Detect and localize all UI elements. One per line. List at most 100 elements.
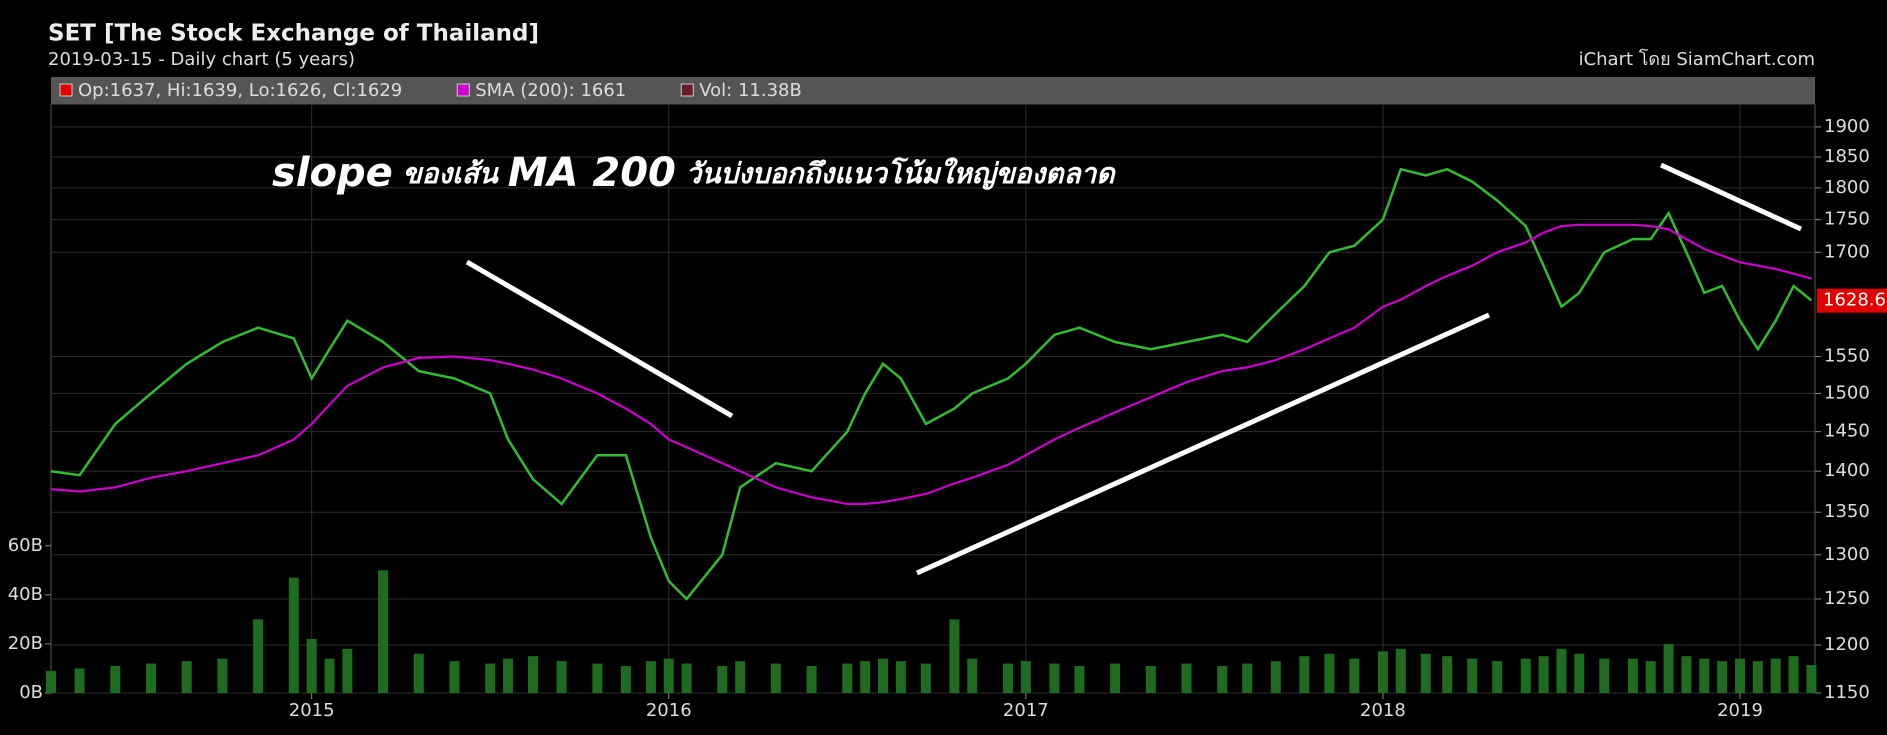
y-tick-label: 1700 — [1824, 241, 1870, 262]
legend-swatch — [59, 83, 73, 97]
y-tick-label: 1900 — [1824, 116, 1870, 137]
volume-bar — [878, 658, 889, 693]
volume-bar — [288, 577, 299, 693]
price-line — [50, 167, 1813, 601]
volume-bar — [181, 661, 192, 693]
y-tick-label: 1450 — [1824, 421, 1870, 442]
trend-line — [915, 312, 1491, 576]
volume-bar — [1681, 656, 1692, 693]
y-tick-label: 1850 — [1824, 146, 1870, 167]
volume-bar — [1599, 658, 1610, 693]
volume-bar — [1645, 661, 1656, 693]
volume-bar — [1020, 661, 1031, 693]
volume-bar — [74, 668, 85, 693]
volume-bar — [1806, 665, 1817, 693]
annotation-part: slope — [272, 150, 393, 196]
volume-bar — [1395, 648, 1406, 693]
x-tick-label: 2017 — [1003, 700, 1049, 721]
annotation: slope ของเส้น MA 200 วันบ่งบอกถึงแนวโน้ม… — [272, 150, 1116, 196]
volume-bar — [324, 658, 335, 693]
label-layer: 1150 1200 1250 1300 1350 1400 1450 1500 1550 1700… — [8, 80, 1887, 721]
volume-bar — [1299, 656, 1310, 693]
annotation-part: ของเส้น — [393, 157, 508, 190]
volume-bar — [378, 570, 389, 693]
legend-swatch — [680, 83, 694, 97]
y-tick-label: 1250 — [1824, 588, 1870, 609]
volume-bar — [1699, 658, 1710, 693]
volume-bar — [681, 663, 692, 693]
volume-bar — [1788, 656, 1799, 693]
volume-bar — [735, 661, 746, 693]
volume-bar — [1770, 658, 1781, 693]
chart-subtitle: 2019-03-15 - Daily chart (5 years) — [48, 49, 355, 70]
volume-bar — [110, 666, 121, 693]
volume-bar — [1467, 658, 1478, 693]
legend-label: Vol: 11.38B — [699, 80, 802, 101]
volume-bar — [449, 661, 460, 693]
volume-bar — [1492, 661, 1503, 693]
volume-bar — [1049, 663, 1060, 693]
y2-tick-label: 0B — [19, 682, 43, 703]
x-tick-label: 2019 — [1717, 700, 1763, 721]
volume-bar — [1324, 653, 1335, 693]
volume-bar — [1181, 663, 1192, 693]
legend-label: Op:1637, Hi:1639, Lo:1626, Cl:1629 — [78, 80, 402, 101]
volume-bar — [592, 663, 603, 693]
volume-bar — [949, 619, 960, 693]
volume-bar — [1556, 648, 1567, 693]
y-tick-label: 1750 — [1824, 209, 1870, 230]
volume-bar — [1442, 656, 1453, 693]
y2-tick-label: 40B — [8, 584, 43, 605]
y-tick-label: 1400 — [1824, 460, 1870, 481]
volume-bar — [1735, 658, 1746, 693]
line-layer — [50, 167, 1813, 601]
volume-bar — [1538, 656, 1549, 693]
volume-bar — [717, 666, 728, 693]
y-tick-label: 1800 — [1824, 177, 1870, 198]
volume-bar — [217, 658, 228, 693]
y2-tick-label: 60B — [8, 535, 43, 556]
y-tick-label: 1300 — [1824, 544, 1870, 565]
chart-source: iChart โดย SiamChart.com — [1579, 48, 1815, 70]
y-tick-label: 1550 — [1824, 345, 1870, 366]
volume-bar — [1377, 651, 1388, 693]
volume-bar — [253, 619, 264, 693]
legend-label: SMA (200): 1661 — [475, 80, 626, 101]
volume-bar — [46, 670, 56, 693]
y-tick-label: 1500 — [1824, 382, 1870, 403]
volume-bar — [1420, 653, 1431, 693]
y-tick-label: 1150 — [1824, 682, 1870, 703]
x-tick-label: 2016 — [646, 700, 692, 721]
volume-bar — [342, 648, 353, 693]
volume-bar — [1349, 658, 1360, 693]
last-price-label: 1628.6 — [1823, 290, 1886, 311]
volume-bar — [663, 658, 674, 693]
trend-line — [1659, 162, 1803, 232]
volume-bar — [860, 661, 871, 693]
volume-bar — [1242, 663, 1253, 693]
volume-bar — [1520, 658, 1531, 693]
volume-bar — [1717, 661, 1728, 693]
volume-bar — [920, 663, 931, 693]
volume-bar — [895, 661, 906, 693]
volume-bar — [145, 663, 156, 693]
volume-bar — [306, 639, 317, 693]
y2-tick-label: 20B — [8, 633, 43, 654]
last-price-box — [1817, 288, 1887, 313]
volume-bar — [503, 658, 514, 693]
legend-swatch — [456, 83, 470, 97]
volume-layer — [46, 570, 1817, 693]
volume-bar — [1074, 666, 1085, 693]
volume-bar — [1110, 663, 1121, 693]
volume-bar — [528, 656, 539, 693]
y-tick-label: 1350 — [1824, 501, 1870, 522]
volume-bar — [1574, 653, 1585, 693]
sma-line — [50, 223, 1812, 505]
chart-title: SET [The Stock Exchange of Thailand] — [48, 21, 539, 47]
volume-bar — [413, 653, 424, 693]
y-tick-label: 1200 — [1824, 634, 1870, 655]
volume-bar — [620, 666, 631, 693]
volume-bar — [967, 658, 978, 693]
